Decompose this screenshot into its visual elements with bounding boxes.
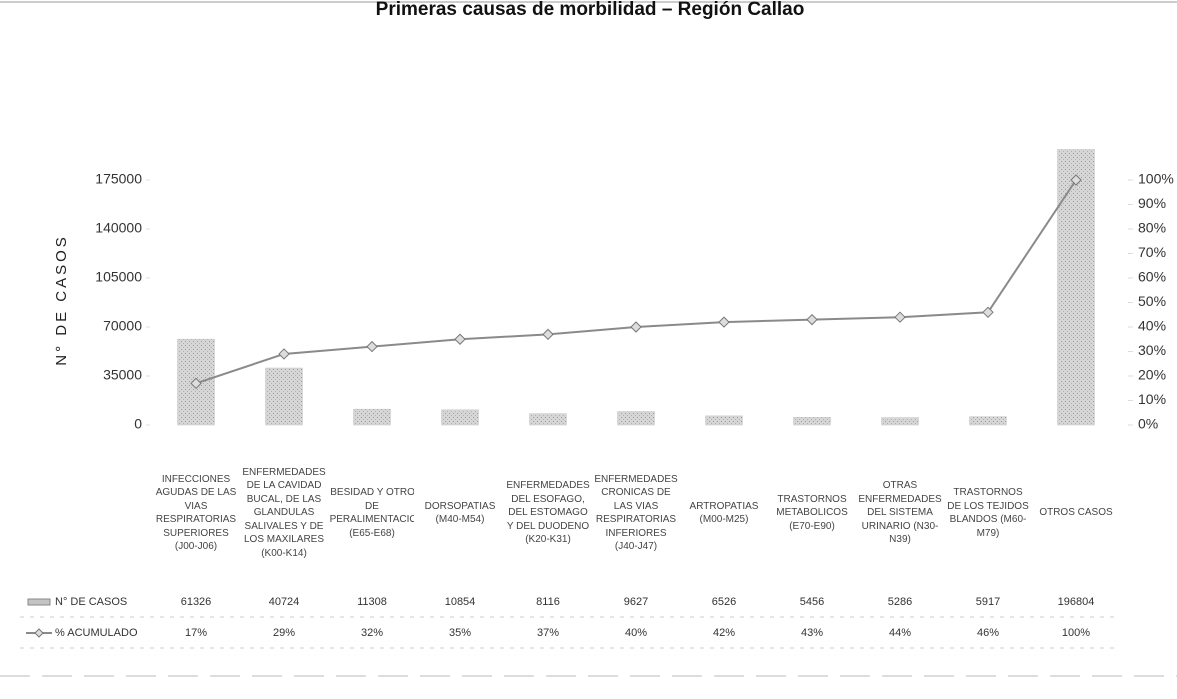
x-label-box: TRASTORNOS DE LOS TEJIDOS BLANDOS (M60-M… (947, 487, 1029, 539)
x-label-box: OTROS CASOS (1039, 507, 1113, 519)
x-label-box: ENFERMEDADES DE LA CAVIDAD BUCAL, DE LAS… (242, 466, 326, 559)
table-cell: 46% (977, 627, 999, 639)
table-cell: 10854 (445, 596, 476, 608)
line (195, 179, 1077, 385)
bar (353, 408, 391, 426)
line-marker (894, 311, 906, 323)
legend-label: N° DE CASOS (55, 596, 127, 608)
x-tick-label: DORSOPATIAS (M40-M54) (424, 500, 496, 526)
line-marker (454, 333, 466, 345)
y2-tick-label: 90% (1138, 195, 1166, 211)
line-marker (1070, 174, 1082, 186)
y2-tick-label: 50% (1138, 293, 1166, 309)
table-cell: 35% (449, 627, 471, 639)
table-cell: 40% (625, 627, 647, 639)
x-label-box: INFECCIONES AGUDAS DE LAS VIAS RESPIRATO… (155, 473, 237, 553)
y-tick-label: 140000 (95, 220, 142, 236)
x-label-box: ARTROPATIAS (M00-M25) (689, 500, 759, 526)
y-tick-label: 35000 (103, 367, 142, 383)
x-tick-label: OBESIDAD Y OTROS DE HIPERALIMENTACION (E… (330, 487, 414, 539)
bar (1057, 149, 1095, 426)
y-tick-label: 175000 (95, 171, 142, 187)
bar (441, 409, 479, 426)
y2-tick-label: 70% (1138, 244, 1166, 260)
table-cell: 5286 (888, 596, 912, 608)
y2-tick-label: 0% (1138, 416, 1158, 432)
bar (793, 417, 831, 426)
bar (265, 367, 303, 426)
x-label-box: TRASTORNOS METABOLICOS (E70-E90) (776, 493, 848, 532)
table-cell: 40724 (269, 596, 300, 608)
y2-tick-label: 100% (1138, 171, 1174, 187)
line-marker (718, 316, 730, 328)
y-tick-label: 70000 (103, 318, 142, 334)
y2-tick-label: 60% (1138, 269, 1166, 285)
x-tick-label: ENFERMEDADES CRONICAS DE LAS VIAS RESPIR… (594, 473, 678, 553)
legend-swatch (27, 598, 51, 606)
table-cell: 43% (801, 627, 823, 639)
y-tick-label: 105000 (95, 269, 142, 285)
x-tick-label: ARTROPATIAS (M00-M25) (689, 500, 759, 526)
table-cell: 9627 (624, 596, 648, 608)
x-label-box: ENFERMEDADES DEL ESOFAGO, DEL ESTOMAGO Y… (506, 480, 590, 546)
x-tick-label: ENFERMEDADES DE LA CAVIDAD BUCAL, DE LAS… (242, 466, 326, 559)
bar (881, 417, 919, 426)
x-label-box: OBESIDAD Y OTROS DE HIPERALIMENTACION (E… (330, 487, 414, 539)
table-cell: 8116 (536, 596, 560, 608)
table-cell: 6526 (712, 596, 736, 608)
bar (529, 413, 567, 426)
line-marker (542, 328, 554, 341)
line-marker (982, 306, 994, 319)
y-tick-label: 0 (134, 416, 142, 432)
bar (969, 416, 1007, 426)
legend-marker (34, 628, 44, 638)
y2-tick-label: 20% (1138, 367, 1166, 383)
x-tick-label: ENFERMEDADES DEL ESOFAGO, DEL ESTOMAGO Y… (506, 480, 590, 546)
table-cell: 17% (185, 627, 207, 639)
line-marker (630, 321, 642, 333)
x-tick-label: TRASTORNOS DE LOS TEJIDOS BLANDOS (M60-M… (947, 487, 1029, 539)
table-cell: 5917 (976, 596, 1000, 608)
table-cell: 196804 (1058, 596, 1095, 608)
y2-tick-label: 30% (1138, 342, 1166, 358)
table-cell: 5456 (800, 596, 824, 608)
bar (705, 415, 743, 426)
bar (617, 411, 655, 426)
y2-tick-label: 10% (1138, 391, 1166, 407)
legend-label: % ACUMULADO (55, 627, 138, 639)
y2-tick-label: 80% (1138, 220, 1166, 236)
x-label-box: OTRAS ENFERMEDADES DEL SISTEMA URINARIO … (858, 480, 942, 546)
table-cell: 29% (273, 627, 295, 639)
table-cell: 37% (537, 627, 559, 639)
x-tick-label: TRASTORNOS METABOLICOS (E70-E90) (776, 493, 848, 532)
x-label-box: ENFERMEDADES CRONICAS DE LAS VIAS RESPIR… (594, 473, 678, 553)
table-cell: 44% (889, 627, 911, 639)
x-tick-label: OTRAS ENFERMEDADES DEL SISTEMA URINARIO … (858, 480, 942, 546)
chart-title: Primeras causas de morbilidad – Región C… (376, 0, 805, 20)
x-label-box: DORSOPATIAS (M40-M54) (424, 500, 496, 526)
line-marker (806, 313, 818, 326)
table-cell: 32% (361, 627, 383, 639)
line-marker (190, 377, 202, 390)
y2-tick-label: 40% (1138, 318, 1166, 334)
line-marker (366, 340, 378, 353)
table-cell: 100% (1062, 627, 1090, 639)
line-marker (278, 348, 290, 360)
table-cell: 11308 (357, 596, 387, 608)
x-tick-label: OTROS CASOS (1039, 507, 1113, 519)
x-tick-label: INFECCIONES AGUDAS DE LAS VIAS RESPIRATO… (155, 473, 237, 553)
table-cell: 61326 (181, 596, 212, 608)
y-axis-label: N° DE CASOS (53, 234, 70, 366)
table-cell: 42% (713, 627, 735, 639)
